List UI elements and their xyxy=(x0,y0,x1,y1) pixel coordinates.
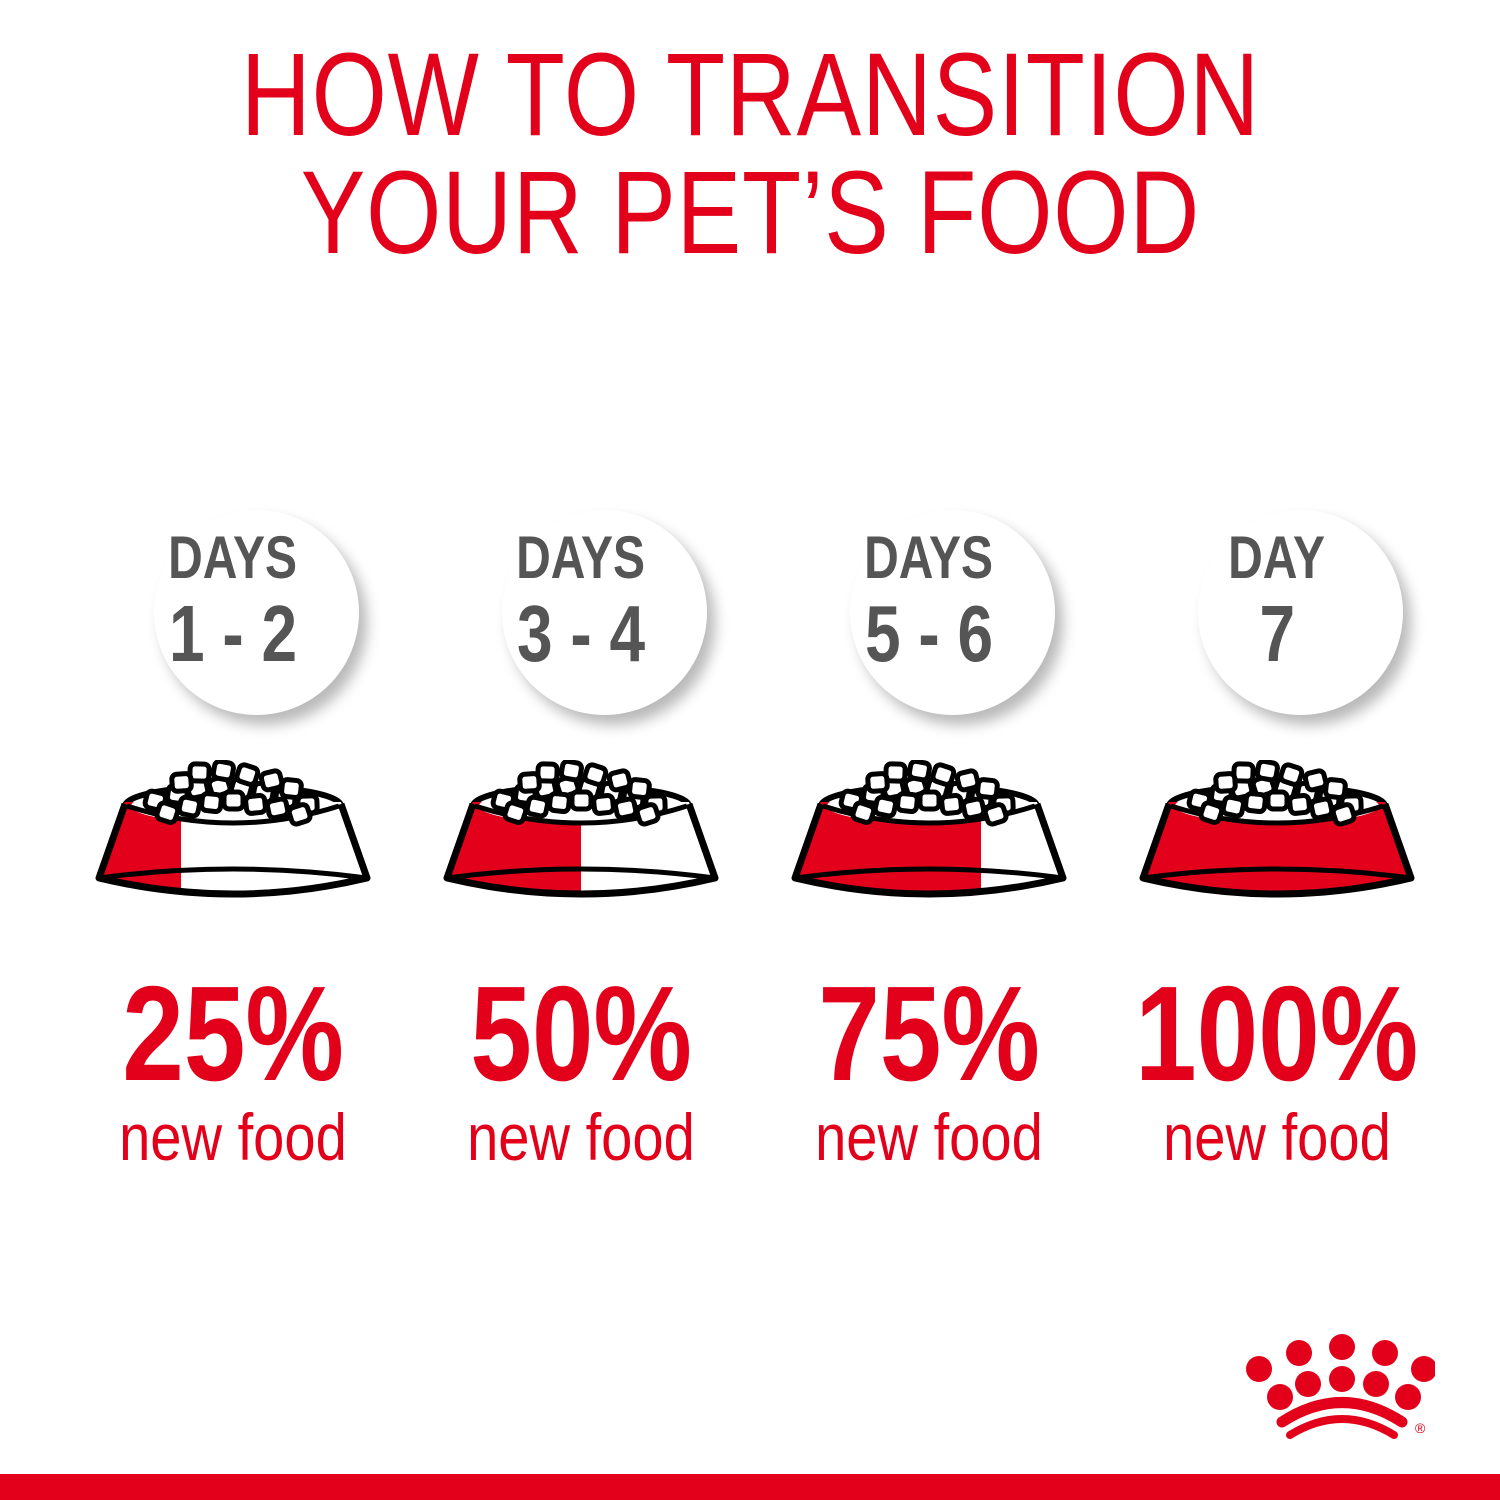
day-range: 1 - 2 xyxy=(168,589,298,678)
day-badge xyxy=(154,510,359,715)
transition-step: DAYS 3 - 4 50% new food xyxy=(407,0,755,1300)
headline-line-1: HOW TO TRANSITION xyxy=(240,29,1260,161)
day-badge xyxy=(1198,510,1403,715)
new-food-percent: 100% xyxy=(1135,958,1419,1109)
food-bowl-icon xyxy=(791,760,1067,898)
day-label: DAYS xyxy=(516,524,646,591)
food-bowl-icon xyxy=(95,760,371,898)
crown-logo-icon: ® xyxy=(1246,1334,1435,1439)
day-label: DAYS xyxy=(864,524,994,591)
bottom-brand-bar xyxy=(0,1474,1500,1500)
day-range: 3 - 4 xyxy=(516,589,646,678)
day-label: DAYS xyxy=(168,524,298,591)
day-badge xyxy=(502,510,707,715)
day-label: DAY xyxy=(1228,524,1326,591)
day-range: 5 - 6 xyxy=(864,589,994,678)
food-bowl-icon xyxy=(1139,760,1415,898)
new-food-caption: new food xyxy=(1163,1100,1391,1174)
new-food-caption: new food xyxy=(815,1100,1043,1174)
new-food-percent: 50% xyxy=(470,958,692,1109)
new-food-percent: 25% xyxy=(122,958,344,1109)
svg-text:®: ® xyxy=(1415,1420,1426,1436)
headline-line-2: YOUR PET’S FOOD xyxy=(300,147,1200,279)
day-badge xyxy=(850,510,1055,715)
new-food-caption: new food xyxy=(119,1100,347,1174)
new-food-percent: 75% xyxy=(818,958,1040,1109)
transition-step: DAYS 1 - 2 25% new food xyxy=(59,0,407,1300)
transition-step: DAYS 5 - 6 75% new food xyxy=(755,0,1103,1300)
day-range: 7 xyxy=(1259,589,1295,678)
new-food-caption: new food xyxy=(467,1100,695,1174)
transition-step: DAY 7 100% new food xyxy=(1103,0,1451,1300)
food-bowl-icon xyxy=(443,760,719,898)
